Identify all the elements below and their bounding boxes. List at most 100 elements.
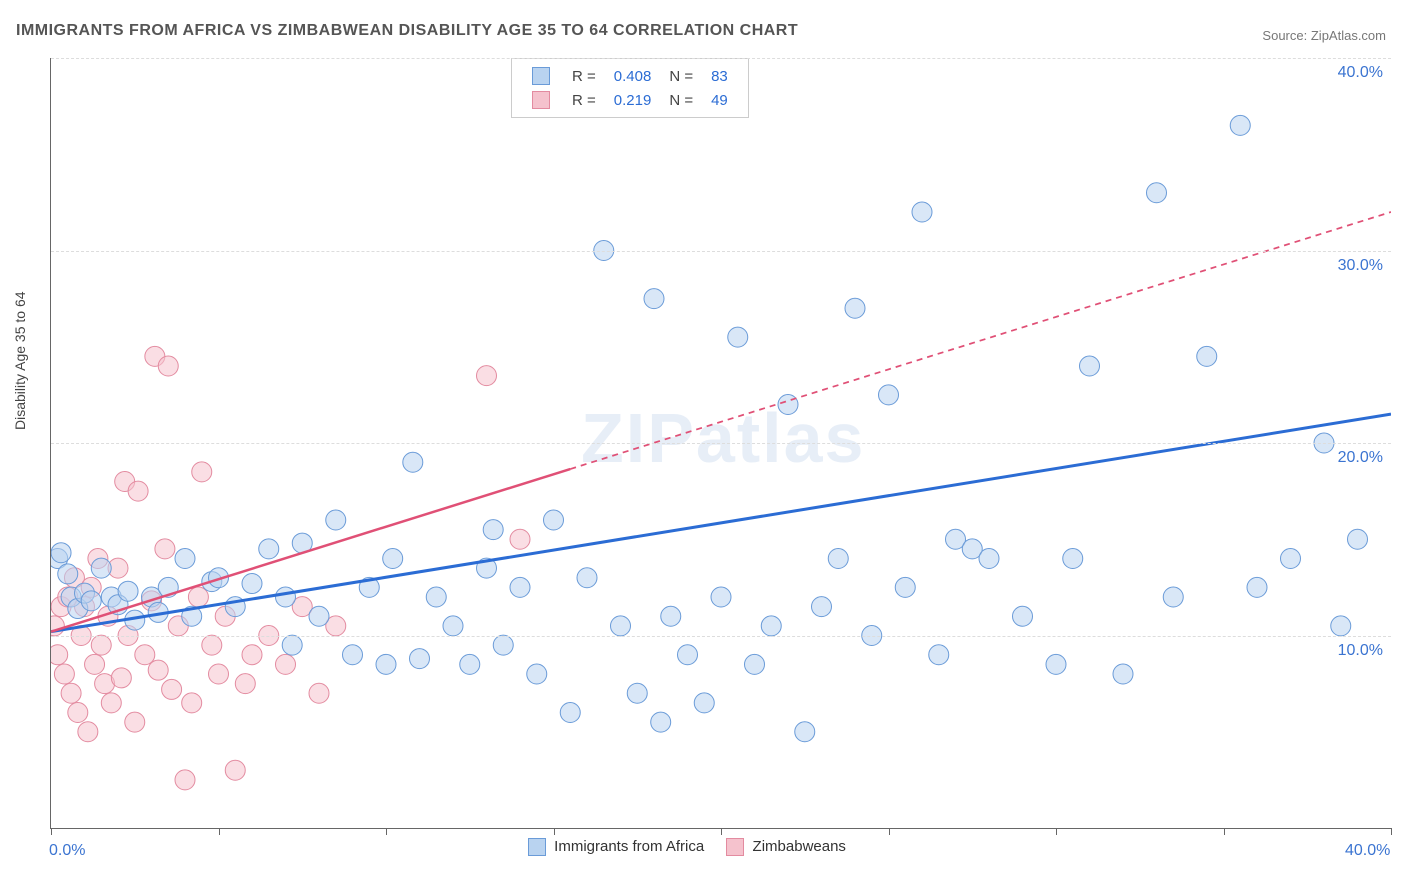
- scatter-point: [745, 654, 765, 674]
- scatter-point: [1147, 183, 1167, 203]
- x-tick-mark: [219, 828, 220, 835]
- scatter-point: [61, 683, 81, 703]
- legend-row-series-1: R = 0.219 N = 49: [524, 89, 736, 111]
- series-legend: Immigrants from Africa Zimbabweans: [510, 838, 846, 856]
- r-value-0: 0.408: [606, 65, 660, 87]
- scatter-point: [135, 645, 155, 665]
- scatter-point: [111, 668, 131, 688]
- scatter-point: [276, 654, 296, 674]
- scatter-point: [58, 564, 78, 584]
- scatter-point: [125, 712, 145, 732]
- scatter-point: [460, 654, 480, 674]
- scatter-point: [678, 645, 698, 665]
- scatter-point: [644, 289, 664, 309]
- scatter-point: [879, 385, 899, 405]
- bottom-swatch-zimbabwe: [726, 838, 744, 856]
- scatter-point: [148, 660, 168, 680]
- source-label: Source:: [1262, 28, 1307, 43]
- scatter-point: [651, 712, 671, 732]
- scatter-point: [85, 654, 105, 674]
- scatter-point: [376, 654, 396, 674]
- scatter-point: [91, 558, 111, 578]
- series-name-1: Zimbabweans: [753, 838, 846, 855]
- n-value-1: 49: [703, 89, 736, 111]
- source-attribution: Source: ZipAtlas.com: [1262, 28, 1386, 43]
- scatter-point: [560, 703, 580, 723]
- scatter-point: [510, 577, 530, 597]
- scatter-point: [410, 649, 430, 669]
- scatter-point: [711, 587, 731, 607]
- scatter-point: [282, 635, 302, 655]
- chart-container: IMMIGRANTS FROM AFRICA VS ZIMBABWEAN DIS…: [0, 0, 1406, 892]
- scatter-point: [158, 356, 178, 376]
- scatter-point: [326, 510, 346, 530]
- scatter-point: [1348, 529, 1368, 549]
- scatter-point: [51, 543, 71, 563]
- scatter-point: [761, 616, 781, 636]
- plot-area: ZIPatlas R = 0.408 N = 83 R = 0.219 N = …: [50, 58, 1391, 829]
- scatter-point: [795, 722, 815, 742]
- scatter-point: [929, 645, 949, 665]
- scatter-point: [51, 616, 64, 636]
- scatter-point: [162, 679, 182, 699]
- scatter-point: [118, 581, 138, 601]
- scatter-point: [912, 202, 932, 222]
- scatter-point: [477, 366, 497, 386]
- scatter-point: [828, 549, 848, 569]
- legend-table: R = 0.408 N = 83 R = 0.219 N = 49: [522, 63, 738, 113]
- scatter-point: [728, 327, 748, 347]
- scatter-point: [78, 722, 98, 742]
- x-tick-mark: [1391, 828, 1392, 835]
- scatter-point: [101, 693, 121, 713]
- scatter-point: [403, 452, 423, 472]
- scatter-point: [68, 703, 88, 723]
- scatter-point: [493, 635, 513, 655]
- scatter-point: [1080, 356, 1100, 376]
- scatter-point: [1281, 549, 1301, 569]
- x-tick-mark: [554, 828, 555, 835]
- scatter-point: [91, 635, 111, 655]
- legend-swatch-zimbabwe: [532, 91, 550, 109]
- scatter-point: [182, 693, 202, 713]
- scatter-point: [577, 568, 597, 588]
- y-tick-label: 40.0%: [1338, 64, 1383, 82]
- scatter-point: [343, 645, 363, 665]
- scatter-point: [242, 645, 262, 665]
- correlation-legend: R = 0.408 N = 83 R = 0.219 N = 49: [511, 58, 749, 118]
- x-tick-mark: [1224, 828, 1225, 835]
- scatter-point: [845, 298, 865, 318]
- x-tick-mark: [721, 828, 722, 835]
- scatter-point: [192, 462, 212, 482]
- scatter-point: [611, 616, 631, 636]
- legend-swatch-africa: [532, 67, 550, 85]
- legend-row-series-0: R = 0.408 N = 83: [524, 65, 736, 87]
- scatter-point: [259, 539, 279, 559]
- scatter-point: [225, 760, 245, 780]
- y-axis-label: Disability Age 35 to 64: [12, 291, 28, 430]
- scatter-point: [426, 587, 446, 607]
- scatter-point: [235, 674, 255, 694]
- x-tick-label: 0.0%: [49, 842, 85, 860]
- scatter-point: [812, 597, 832, 617]
- scatter-point: [895, 577, 915, 597]
- scatter-point: [1230, 115, 1250, 135]
- scatter-point: [1063, 549, 1083, 569]
- scatter-point: [128, 481, 148, 501]
- scatter-point: [1331, 616, 1351, 636]
- scatter-point: [51, 645, 68, 665]
- scatter-point: [188, 587, 208, 607]
- scatter-point: [627, 683, 647, 703]
- scatter-point: [661, 606, 681, 626]
- scatter-point: [1197, 346, 1217, 366]
- chart-title: IMMIGRANTS FROM AFRICA VS ZIMBABWEAN DIS…: [16, 22, 798, 40]
- scatter-point: [778, 395, 798, 415]
- scatter-point: [1013, 606, 1033, 626]
- scatter-point: [510, 529, 530, 549]
- x-tick-mark: [386, 828, 387, 835]
- source-link[interactable]: ZipAtlas.com: [1311, 28, 1386, 43]
- scatter-point: [694, 693, 714, 713]
- n-value-0: 83: [703, 65, 736, 87]
- r-value-1: 0.219: [606, 89, 660, 111]
- scatter-point: [175, 770, 195, 790]
- series-name-0: Immigrants from Africa: [554, 838, 704, 855]
